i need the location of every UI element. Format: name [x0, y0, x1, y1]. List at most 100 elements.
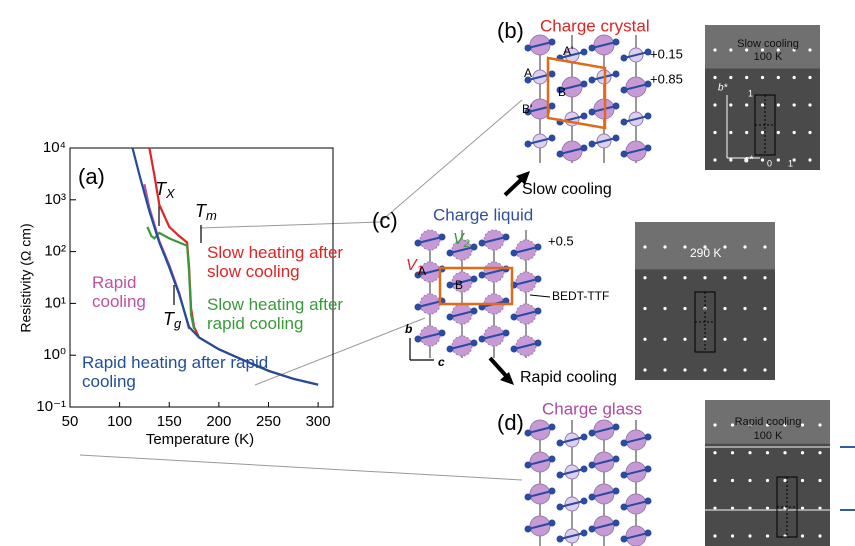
spot: [748, 479, 751, 482]
spot: [713, 534, 716, 537]
axis-label: c: [438, 355, 445, 369]
series-label: Slow heating after slow cooling: [207, 243, 377, 281]
image-caption: 290 K: [690, 246, 721, 260]
spot: [801, 534, 804, 537]
spot: [743, 245, 746, 248]
panel-title: Charge glass: [542, 399, 642, 418]
spot: [793, 131, 796, 134]
atom: [557, 536, 564, 543]
atom: [613, 456, 620, 463]
spot: [801, 451, 804, 454]
lattice: [525, 35, 652, 163]
atom: [511, 250, 518, 257]
spot: [793, 103, 796, 106]
panel-label: (b): [497, 18, 524, 43]
spot: [729, 131, 732, 134]
spot: [743, 307, 746, 310]
series-label: Rapid cooling: [92, 273, 167, 311]
atom: [439, 330, 446, 337]
spot: [766, 534, 769, 537]
site-label: A: [524, 66, 532, 80]
site-label: A': [563, 44, 573, 58]
atom: [581, 81, 588, 88]
spot: [763, 338, 766, 341]
atom: [613, 488, 620, 495]
atom: [557, 151, 564, 158]
spot: [808, 76, 811, 79]
leader: [530, 295, 550, 297]
x-tick-label: 150: [157, 413, 182, 430]
image-caption: 100 K: [754, 430, 783, 442]
atom: [549, 135, 556, 142]
atom: [613, 424, 620, 431]
atom: [447, 314, 454, 321]
atom: [525, 430, 532, 437]
atom: [645, 498, 652, 505]
streak-arrows: [840, 447, 855, 510]
spot: [723, 368, 726, 371]
spot: [713, 131, 716, 134]
spot: [808, 131, 811, 134]
atom: [471, 308, 478, 315]
axis-label: b*: [718, 83, 729, 94]
panel-label: (d): [497, 410, 524, 435]
atom: [549, 39, 556, 46]
image-caption: Rapid cooling: [735, 416, 802, 428]
spot: [783, 479, 786, 482]
spot: [743, 276, 746, 279]
atom: [525, 45, 532, 52]
atom: [581, 49, 588, 56]
tick-label: 1: [788, 158, 793, 168]
atom: [589, 494, 596, 501]
spot: [766, 479, 769, 482]
spot: [729, 76, 732, 79]
spot: [713, 479, 716, 482]
annotation: Tg: [163, 309, 182, 332]
spot: [745, 131, 748, 134]
atom: [557, 440, 564, 447]
spot: [745, 103, 748, 106]
spot: [743, 368, 746, 371]
atom: [447, 346, 454, 353]
atom: [549, 520, 556, 527]
atom: [613, 135, 620, 142]
atom: [549, 71, 556, 78]
spot: [748, 534, 751, 537]
spot: [713, 451, 716, 454]
atom: [645, 530, 652, 537]
panel-title: Charge crystal: [540, 16, 650, 35]
spot: [663, 245, 666, 248]
connector: [80, 455, 522, 480]
coupling-label: V2: [453, 231, 470, 250]
atom: [581, 466, 588, 473]
spot: [745, 76, 748, 79]
atom: [621, 472, 628, 479]
atom: [613, 39, 620, 46]
atom: [589, 45, 596, 52]
spot: [761, 103, 764, 106]
spot: [761, 76, 764, 79]
annotation: Tm: [195, 201, 217, 224]
atom: [581, 434, 588, 441]
spot: [818, 534, 821, 537]
panel-label: (a): [78, 164, 105, 189]
y-tick-label: 10¹: [44, 294, 66, 311]
spot: [643, 338, 646, 341]
atom: [471, 276, 478, 283]
atom: [479, 240, 486, 247]
atom: [511, 346, 518, 353]
atom: [447, 282, 454, 289]
spot: [731, 451, 734, 454]
spot: [763, 368, 766, 371]
spot: [643, 276, 646, 279]
axis-label: b: [405, 322, 412, 336]
panel-title: Charge liquid: [433, 205, 533, 224]
site-label: B': [522, 102, 532, 116]
atom: [613, 103, 620, 110]
spot: [808, 103, 811, 106]
atom: [471, 244, 478, 251]
arrow: [490, 358, 508, 378]
spot: [748, 451, 751, 454]
spot: [723, 276, 726, 279]
atom: [415, 336, 422, 343]
